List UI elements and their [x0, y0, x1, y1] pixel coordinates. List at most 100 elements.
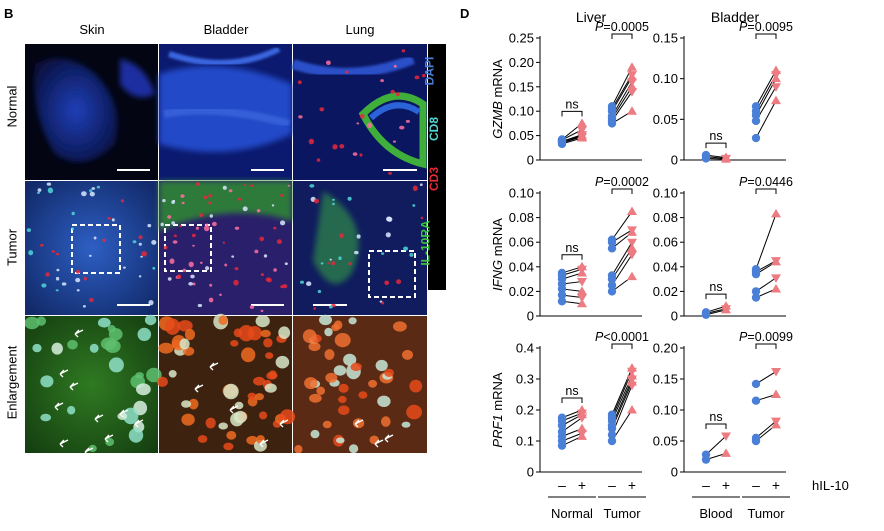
cell-mark — [231, 255, 235, 258]
arrow-mark — [74, 329, 84, 338]
micrograph-normal-skin — [25, 44, 158, 180]
point-minus — [607, 102, 617, 111]
gene-name: IFNG — [490, 260, 505, 291]
cell-mark — [144, 314, 157, 326]
point-plus — [627, 71, 637, 80]
y-tick-label: 0 — [527, 465, 534, 480]
cell-mark — [344, 70, 349, 74]
arrow-mark — [84, 447, 94, 453]
cell-mark — [158, 342, 174, 354]
point-minus — [607, 436, 617, 446]
cell-mark — [128, 428, 144, 443]
p-symbol: P — [739, 20, 748, 34]
cell-mark — [308, 138, 315, 145]
cell-mark — [343, 353, 357, 366]
cell-mark — [263, 338, 273, 348]
y-tick-label: 0.06 — [653, 235, 678, 250]
cell-mark — [298, 115, 303, 119]
cell-mark — [339, 233, 344, 239]
cell-mark — [401, 49, 406, 53]
point-plus — [721, 301, 731, 310]
cell-mark — [347, 196, 352, 201]
cell-mark — [188, 261, 194, 268]
point-minus — [557, 268, 567, 278]
cell-mark — [332, 202, 335, 206]
y-tick-label: 0.20 — [653, 341, 678, 356]
cell-mark — [263, 254, 268, 258]
cell-mark — [309, 184, 315, 188]
cell-mark — [234, 267, 239, 271]
cell-mark — [326, 60, 331, 66]
cell-mark — [234, 226, 240, 230]
cell-mark — [172, 240, 178, 244]
arrow-mark — [374, 439, 384, 448]
cell-mark — [40, 413, 52, 422]
pair-line — [611, 241, 633, 276]
cell-mark — [55, 276, 60, 281]
point-plus — [627, 405, 637, 414]
point-plus — [771, 417, 781, 427]
cell-mark — [356, 122, 360, 125]
x-minus-label: – — [558, 477, 566, 493]
cell-mark — [406, 404, 422, 420]
cell-mark — [393, 64, 397, 68]
cell-mark — [167, 215, 172, 219]
cell-mark — [280, 194, 284, 197]
cell-mark — [419, 183, 423, 186]
point-minus — [751, 379, 761, 389]
cell-mark — [402, 349, 413, 360]
cell-mark — [211, 221, 217, 227]
cell-mark — [255, 315, 270, 328]
cell-mark — [181, 400, 192, 408]
cell-mark — [384, 368, 394, 377]
y-tick-label: 0.10 — [509, 186, 534, 201]
cell-mark — [354, 250, 359, 255]
cell-mark — [338, 395, 347, 404]
cell-mark — [165, 318, 181, 335]
significance-bracket — [705, 423, 727, 430]
cell-mark — [259, 411, 268, 420]
cell-mark — [386, 216, 392, 222]
group-label: Tumor — [603, 506, 641, 521]
column-header-bladder: Bladder — [203, 22, 249, 37]
point-minus — [607, 410, 617, 419]
cell-mark — [254, 249, 259, 254]
cell-mark — [160, 222, 164, 227]
cell-mark — [108, 357, 124, 373]
cell-mark — [218, 315, 228, 326]
cell-mark — [228, 189, 233, 193]
cell-mark — [89, 189, 93, 193]
y-tick-label: 0 — [527, 153, 534, 168]
significance-bracket — [755, 343, 777, 349]
cell-mark — [141, 251, 147, 257]
pair-line — [611, 211, 633, 241]
pair-line — [755, 213, 777, 270]
cell-mark — [332, 198, 335, 201]
cell-mark — [182, 268, 186, 272]
cell-mark — [338, 405, 350, 416]
point-plus — [627, 226, 637, 235]
point-plus — [627, 271, 637, 281]
arrow-mark — [209, 362, 219, 371]
cell-mark — [399, 125, 405, 130]
y-tick-label: 0.1 — [516, 434, 534, 449]
cell-mark — [218, 422, 228, 430]
cell-mark — [163, 245, 168, 250]
cell-mark — [208, 297, 214, 303]
stain-legend — [428, 44, 446, 290]
p-value-label: ns — [709, 129, 722, 143]
point-minus — [701, 150, 711, 160]
p-symbol: P — [595, 20, 604, 34]
cell-mark — [332, 144, 338, 150]
cell-mark — [107, 217, 111, 220]
cell-mark — [138, 275, 142, 278]
micrograph-normal-bladder — [159, 44, 292, 180]
cell-mark — [39, 243, 44, 247]
cell-mark — [200, 261, 203, 264]
cell-mark — [266, 371, 278, 380]
y-tick-label: 0 — [671, 309, 678, 324]
cell-mark — [316, 158, 321, 162]
point-plus — [577, 118, 587, 127]
point-plus — [577, 126, 587, 135]
cell-mark — [377, 395, 391, 407]
